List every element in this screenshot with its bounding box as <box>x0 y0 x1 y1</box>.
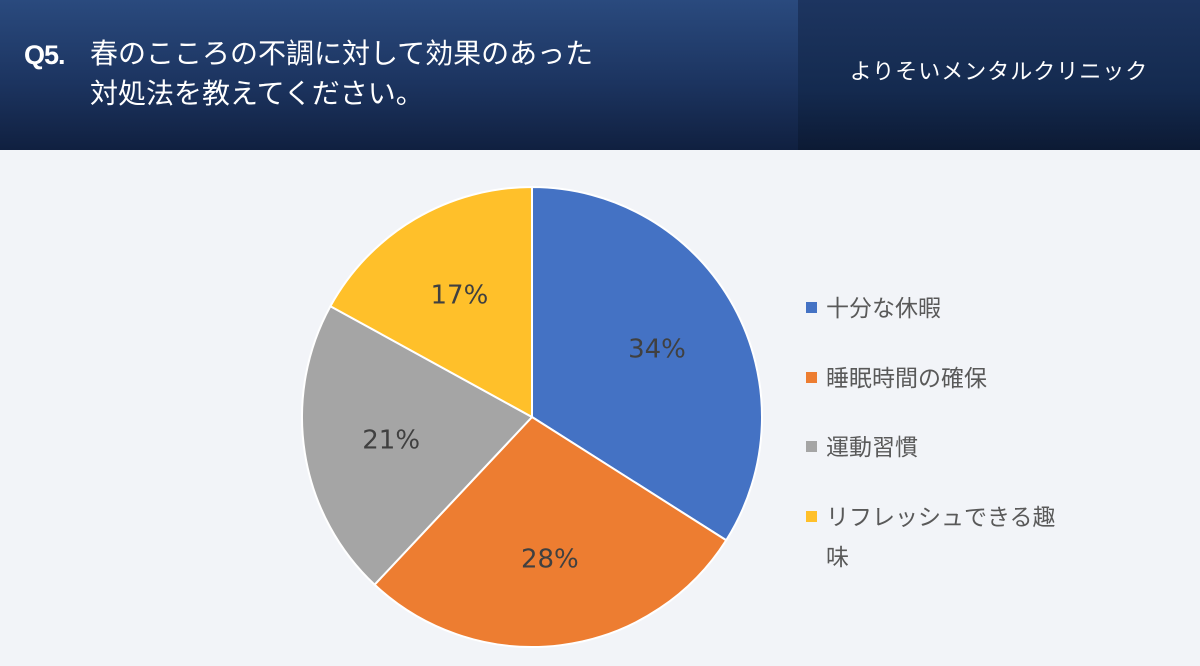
pie-slice-3 <box>301 304 534 587</box>
question-number: Q5. <box>24 40 66 70</box>
pie-slice-1 <box>531 185 763 542</box>
legend-swatch-2 <box>806 372 817 383</box>
question-line-1: 春のこころの不調に対して効果のあった <box>90 37 594 70</box>
clinic-panel <box>798 0 1200 150</box>
slice-label-2: 28% <box>521 544 579 574</box>
legend-swatch-1 <box>806 302 817 313</box>
pie-slice-2 <box>373 415 728 648</box>
legend-swatch-4 <box>806 511 817 522</box>
legend-label-4: リフレッシュできる趣味 <box>826 505 1056 571</box>
pie-data-labels: 34% 28% 21% 17% <box>362 280 686 574</box>
legend-swatch-3 <box>806 441 817 452</box>
slice-label-1: 34% <box>628 334 686 364</box>
pie-slices <box>301 185 763 648</box>
legend-label-1: 十分な休暇 <box>826 296 941 322</box>
clinic-name: よりそいメンタルクリニック <box>849 60 1149 85</box>
legend-label-3: 運動習慣 <box>826 435 918 461</box>
slice-label-4: 17% <box>431 280 489 310</box>
legend-label-2: 睡眠時間の確保 <box>826 366 987 392</box>
pie-slice-4 <box>329 185 533 419</box>
slice-label-3: 21% <box>362 425 420 455</box>
question-title: 春のこころの不調に対して効果のあった 対処法を教えてください。 <box>90 34 780 114</box>
question-line-2: 対処法を教えてください。 <box>90 77 424 110</box>
